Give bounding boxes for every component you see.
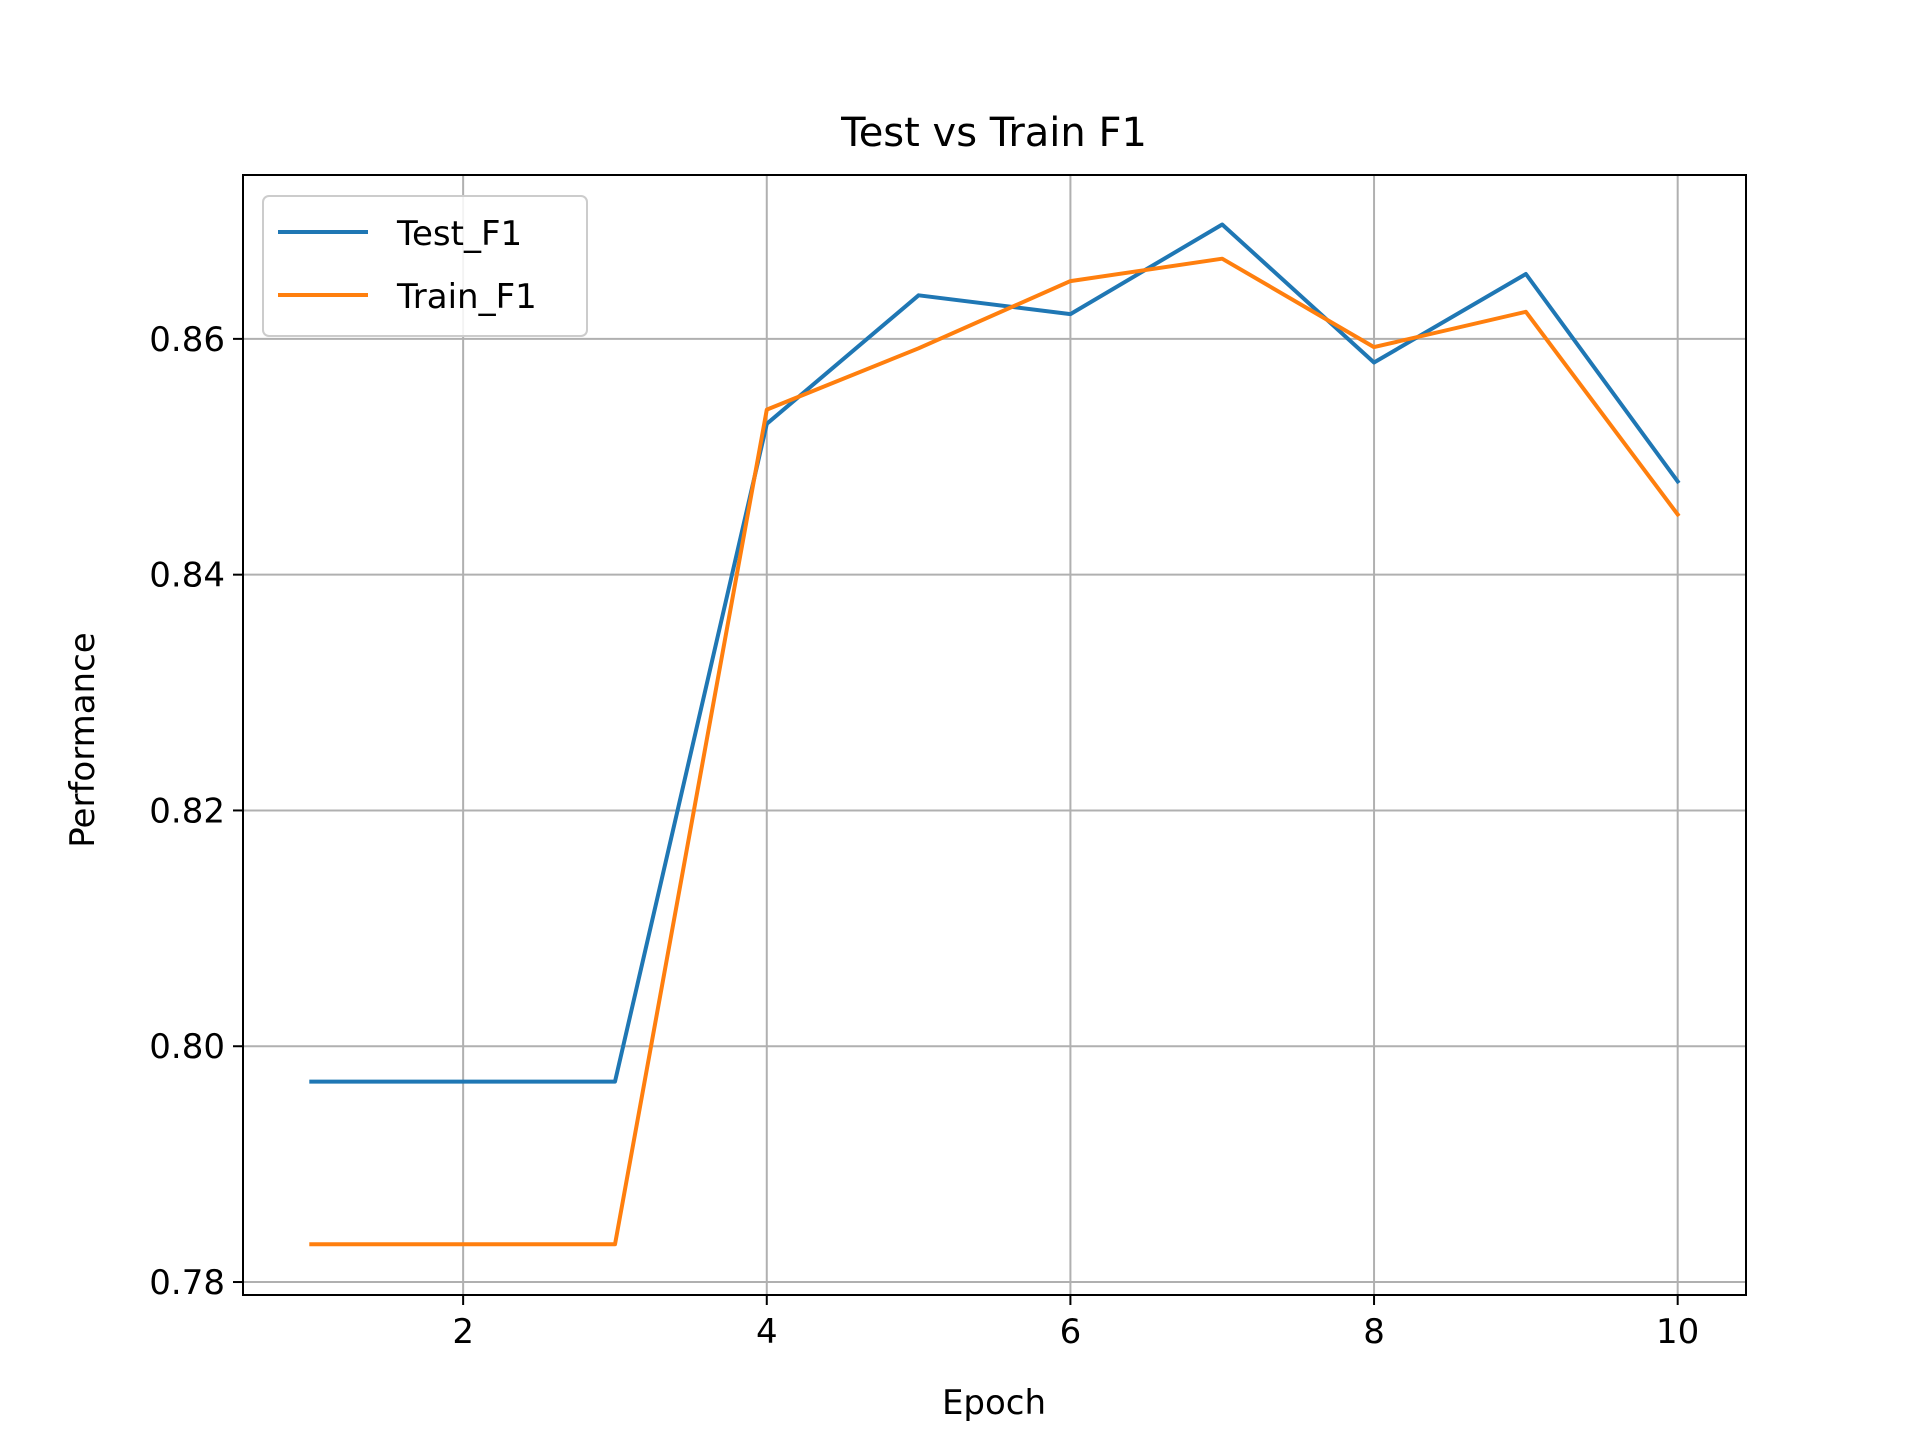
x-tick-label: 2: [452, 1312, 474, 1352]
chart-title: Test vs Train F1: [840, 110, 1147, 156]
y-tick-label: 0.80: [149, 1027, 225, 1067]
series-lines: [309, 222, 1681, 1247]
x-axis-ticks: 2 4 6 8 10: [452, 1295, 1699, 1352]
x-axis-label: Epoch: [942, 1383, 1046, 1423]
y-tick-label: 0.84: [149, 556, 225, 596]
y-tick-label: 0.86: [149, 320, 225, 360]
x-tick-label: 8: [1363, 1312, 1385, 1352]
y-axis-ticks: 0.78 0.80 0.82 0.84 0.86: [149, 320, 243, 1303]
x-tick-label: 6: [1060, 1312, 1082, 1352]
series-line-test-f1: [309, 222, 1681, 1084]
y-tick-label: 0.82: [149, 791, 225, 831]
legend-label-train-f1: Train_F1: [396, 277, 537, 317]
x-tick-label: 4: [756, 1312, 778, 1352]
x-tick-label: 10: [1656, 1312, 1699, 1352]
legend: Test_F1 Train_F1: [262, 195, 588, 337]
grid: [243, 175, 1746, 1295]
series-line-train-f1: [309, 256, 1681, 1247]
y-tick-label: 0.78: [149, 1263, 225, 1303]
y-axis-label: Performance: [63, 632, 103, 847]
plot-frame: [242, 174, 1747, 1296]
legend-label-test-f1: Test_F1: [396, 214, 522, 254]
